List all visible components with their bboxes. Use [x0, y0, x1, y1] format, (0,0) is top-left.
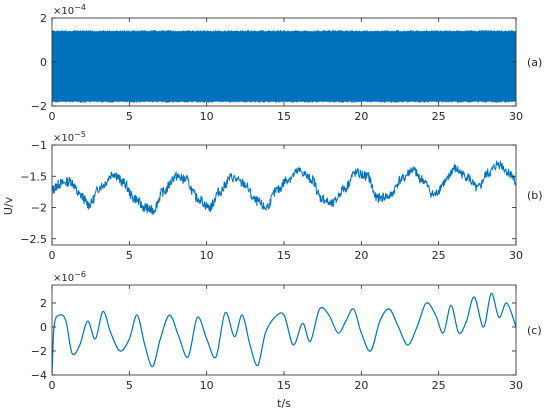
chart-panel-1: 0 5 10 15 20 25 30−202×10−4(a) [31, 3, 543, 123]
x-tick-label: 20 [354, 379, 368, 392]
x-axis-title: t/s [277, 397, 291, 410]
y-exponent-power: −6 [74, 270, 86, 279]
x-tick-label: 15 [277, 379, 291, 392]
chart-panel-2: 0 5 10 15 20 25 30 −2.5 −2 −1.5 −1 ×10−5 (b) [20, 130, 542, 262]
x-tick-label: 20 [354, 110, 368, 123]
y-exponent-power: −5 [74, 130, 86, 139]
x-tick-label: 5 [126, 379, 133, 392]
x-tick-label: 15 [277, 110, 291, 123]
y-tick-label: 0 [40, 321, 47, 334]
axes-box [51, 284, 517, 376]
x-tick-label: 30 [509, 110, 523, 123]
panel-label: (b) [527, 189, 543, 202]
x-tick-label: 10 [200, 249, 214, 262]
panel-label: (c) [527, 324, 542, 337]
y-axis-title: U/v [2, 196, 15, 215]
y-tick-label: −2 [31, 202, 47, 215]
x-tick-label: 5 [126, 110, 133, 123]
y-tick-label: −4 [31, 369, 47, 382]
x-tick-label: 0 [49, 379, 56, 392]
chart-panel-3: 0 5 10 15 20 25 30 −4 −2 0 2 ×10−6 (c) [31, 270, 542, 392]
panels: 0 5 10 15 20 25 30−202×10−4(a)0 5 10 15 20 25 30−2.5… [20, 3, 542, 392]
x-tick-label: 10 [200, 379, 214, 392]
y-exponent-power: −4 [74, 3, 86, 12]
y-exponent-label: ×10−5 [53, 130, 86, 144]
panel-label: (a) [527, 56, 542, 69]
x-tick-label: 30 [509, 379, 523, 392]
y-tick-label: −1.5 [20, 170, 47, 183]
x-tick-label: 0 [49, 249, 56, 262]
series-line [52, 159, 516, 216]
x-tick-label: 30 [509, 249, 523, 262]
y-tick-label: −2 [31, 100, 47, 113]
y-tick-label: 0 [40, 56, 47, 69]
x-tick-label: 10 [200, 110, 214, 123]
y-tick-label: −2 [31, 345, 47, 358]
x-tick-label: 5 [126, 249, 133, 262]
y-tick-label: 2 [40, 297, 47, 310]
x-tick-label: 25 [432, 249, 446, 262]
x-tick-label: 15 [277, 249, 291, 262]
x-tick-label: 25 [432, 379, 446, 392]
y-exponent-label: ×10−4 [53, 3, 86, 17]
y-tick-label: −1 [31, 139, 47, 152]
axes-box [51, 144, 517, 246]
series-band [52, 31, 516, 102]
y-tick-label: −2.5 [20, 233, 47, 246]
x-tick-label: 0 [49, 110, 56, 123]
x-tick-label: 20 [354, 249, 368, 262]
y-exponent-label: ×10−6 [53, 270, 86, 284]
series-line [52, 292, 516, 373]
y-tick-label: 2 [40, 12, 47, 25]
x-tick-label: 25 [432, 110, 446, 123]
